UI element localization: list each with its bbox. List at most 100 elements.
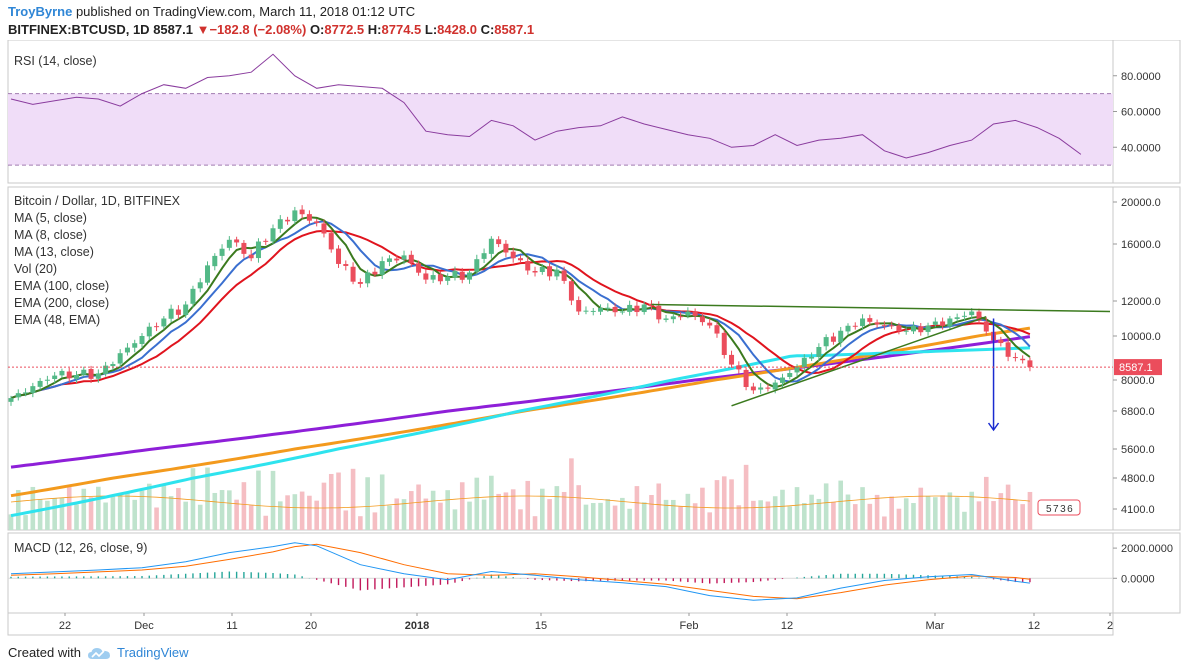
- down-arrow-icon: ▼: [196, 22, 210, 37]
- price-tick-label: 10000.0: [1121, 331, 1161, 343]
- candle-body: [445, 276, 451, 281]
- volume-bar: [823, 483, 829, 530]
- price-scale-0: [1112, 40, 1181, 184]
- candle-body: [103, 365, 109, 375]
- volume-bar: [620, 497, 625, 530]
- pane-frame-1: [7, 186, 1114, 531]
- price-tick-label: 8000.0: [1121, 375, 1155, 387]
- arrow-down-icon: [987, 422, 1000, 432]
- candle-body: [568, 281, 574, 301]
- volume-bar: [671, 499, 676, 530]
- candle-body: [685, 311, 691, 316]
- volume-bar: [911, 503, 916, 530]
- open-label: O:: [309, 22, 325, 37]
- volume-bar: [845, 494, 851, 530]
- volume-bar: [343, 510, 349, 530]
- candle-body: [437, 274, 443, 282]
- volume-bar: [590, 503, 596, 530]
- ema-200-line: [10, 335, 1031, 469]
- candle-body: [488, 238, 494, 254]
- candle-body: [23, 392, 29, 394]
- candle-body: [328, 233, 334, 250]
- volume-bar: [649, 495, 654, 530]
- volume-bar: [219, 490, 225, 530]
- candle-body: [1020, 358, 1026, 361]
- candle-body: [336, 248, 342, 264]
- candle-body: [976, 311, 982, 321]
- volume-bar: [896, 508, 902, 530]
- volume-bar: [612, 505, 618, 530]
- candle-body: [132, 343, 138, 348]
- volume-bar: [627, 508, 632, 530]
- price-pane-title: Bitcoin / Dollar, 1D, BITFINEX: [14, 194, 181, 208]
- candle-body: [590, 310, 596, 312]
- candle-body: [343, 264, 349, 266]
- candle-body: [81, 369, 87, 375]
- candle-body: [306, 214, 312, 221]
- candle-body: [532, 270, 538, 273]
- volume-bar: [838, 480, 844, 530]
- volume-bar: [729, 479, 734, 530]
- candle-body: [459, 271, 465, 280]
- rsi-line: [10, 53, 1082, 159]
- symbol-name[interactable]: BITFINEX:BTCUSD, 1D: [8, 22, 150, 37]
- volume-bar: [307, 495, 312, 530]
- candle-body: [1012, 357, 1018, 359]
- volume-bar: [117, 493, 123, 530]
- volume-bar: [1020, 504, 1025, 530]
- price-tick-label: 5600.0: [1121, 444, 1155, 456]
- volume-bar: [882, 516, 887, 530]
- price-change: −182.8 (−2.08%): [209, 22, 307, 37]
- volume-bar: [146, 483, 152, 530]
- candle-body: [430, 275, 436, 280]
- candle-body: [270, 228, 276, 242]
- volume-bar: [518, 509, 523, 530]
- legend-entry: EMA (48, EMA): [14, 313, 100, 327]
- candle-body: [44, 379, 50, 381]
- ma-8-line: [10, 220, 1031, 400]
- rsi-tick-label: 60.0000: [1121, 107, 1161, 119]
- candle-body: [510, 251, 516, 259]
- volume-bar: [277, 501, 283, 530]
- candle-body: [386, 258, 392, 262]
- author-link[interactable]: TroyByrne: [8, 4, 73, 19]
- rsi-tick-label: 40.0000: [1121, 142, 1161, 154]
- volume-bar: [685, 493, 691, 530]
- volume-bar: [874, 494, 880, 530]
- candle-body: [896, 325, 902, 332]
- tradingview-brand-link[interactable]: TradingView: [116, 645, 189, 660]
- candle-body: [74, 375, 80, 379]
- chart-canvas[interactable]: 80.0000 60.0000 40.0000 8587.1 20000.0 16000…: [0, 40, 1182, 640]
- candle-body: [539, 267, 545, 273]
- time-tick-label: 20: [305, 620, 317, 632]
- candle-body: [881, 325, 887, 327]
- candle-body: [656, 305, 662, 320]
- candle-body: [146, 326, 152, 337]
- candle-body: [670, 316, 676, 320]
- candle-body: [474, 259, 480, 272]
- volume-bar: [743, 464, 749, 530]
- candle-body: [110, 364, 116, 367]
- volume-bar: [394, 498, 400, 530]
- candle-body: [561, 270, 567, 281]
- volume-bar: [933, 497, 938, 530]
- candle-body: [205, 265, 211, 283]
- volume-bar: [110, 494, 116, 530]
- volume-bar: [1027, 491, 1033, 530]
- trendline-resistance: [651, 303, 1111, 313]
- volume-bar: [125, 492, 130, 530]
- candle-body: [801, 357, 807, 368]
- volume-bar: [991, 501, 996, 530]
- volume-bar: [569, 458, 574, 530]
- volume-bar: [598, 502, 603, 530]
- volume-bar: [285, 495, 290, 530]
- volume-bar: [161, 484, 167, 530]
- candle-body: [95, 373, 101, 379]
- volume-bar: [423, 498, 429, 530]
- candle-body: [794, 366, 800, 373]
- price-tick-label: 6800.0: [1121, 406, 1155, 418]
- pane-labels: RSI (14, close) Bitcoin / Dollar, 1D, BIT…: [14, 54, 181, 555]
- legend-entry: MA (13, close): [14, 245, 94, 259]
- candle-body: [124, 347, 130, 353]
- candle-body: [525, 261, 531, 271]
